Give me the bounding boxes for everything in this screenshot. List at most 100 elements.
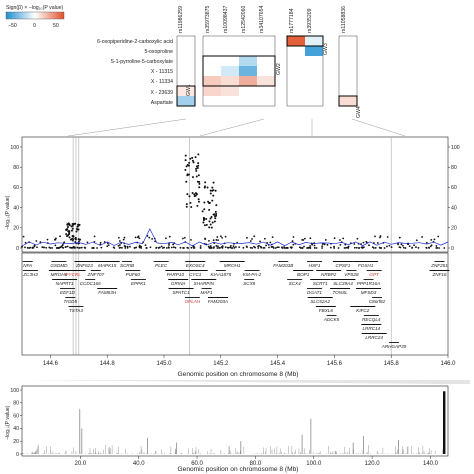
snp-point xyxy=(208,201,211,204)
snp-point xyxy=(75,228,78,231)
snp-point xyxy=(78,247,80,249)
snp-point xyxy=(148,236,151,239)
snp-point xyxy=(436,247,439,249)
y-tick-label: 60 xyxy=(13,185,19,191)
snp-point xyxy=(195,175,198,178)
heatmap-cell xyxy=(305,36,323,46)
snp-point xyxy=(55,237,57,240)
snp-point xyxy=(215,204,218,207)
y-tick-label: 0 xyxy=(16,246,19,252)
snp-point xyxy=(210,215,213,218)
snp-point xyxy=(283,246,285,248)
snp-point xyxy=(397,243,400,246)
snp-point xyxy=(346,246,349,249)
gene-label: RECQL4 xyxy=(362,317,381,322)
snp-point xyxy=(303,237,306,240)
chromosome-plot-frame xyxy=(21,385,449,457)
snp-point xyxy=(68,231,71,234)
snp-point xyxy=(117,236,120,239)
snp-point xyxy=(137,235,140,238)
heatmap-cell xyxy=(177,96,195,106)
snp-point xyxy=(353,243,356,245)
gene-label: SLC39A4 xyxy=(333,281,353,286)
snp-point xyxy=(119,244,121,246)
snp-point xyxy=(195,169,198,172)
gene-label: NFA xyxy=(23,263,32,268)
zoom-y-label: −log₁₀(P value) xyxy=(5,195,11,230)
snp-point xyxy=(277,246,280,249)
gene-label: ZNF707 xyxy=(87,272,105,277)
right-y-tick-label: 40 xyxy=(451,205,457,211)
column-label: rs10098437 xyxy=(223,5,229,33)
snp-point xyxy=(216,247,219,249)
heatmap-cell xyxy=(305,46,323,56)
snp-point xyxy=(290,247,293,249)
snp-point xyxy=(191,192,194,195)
snp-point xyxy=(54,244,57,247)
gene-label: SCRIB xyxy=(120,263,134,268)
row-label: S-1-pyrroline-5-carboxylate xyxy=(110,59,173,65)
snp-point xyxy=(303,245,305,248)
snp-point xyxy=(68,236,71,239)
gene-label: OPLAH xyxy=(185,299,201,304)
gene-label: LRRC14 xyxy=(363,326,381,331)
snp-point xyxy=(242,246,245,249)
snp-point xyxy=(425,241,428,244)
snp-point xyxy=(215,245,218,247)
zoom-x-label: Genomic position on chromosome 8 (Mb) xyxy=(178,371,299,378)
connector-lines xyxy=(67,118,406,137)
snp-point xyxy=(197,174,200,177)
snp-point xyxy=(107,244,110,247)
snp-point xyxy=(134,236,137,239)
snp-point xyxy=(204,181,207,184)
gene-label: FBXL6 xyxy=(319,308,333,313)
snp-point xyxy=(123,236,126,239)
gene-label: ARHGAP39 xyxy=(381,344,407,349)
snp-point xyxy=(59,235,61,238)
snp-point xyxy=(191,156,194,159)
gene-label: KM-PA-2 xyxy=(243,272,262,277)
heatmap-cell xyxy=(339,96,357,106)
snp-point xyxy=(186,173,189,176)
snp-point xyxy=(215,212,218,215)
snp-point xyxy=(203,185,206,188)
right-y-tick-label: 100 xyxy=(451,145,460,151)
row-label: X - 11315 xyxy=(151,69,173,75)
snp-point xyxy=(46,238,49,241)
snp-point xyxy=(259,240,261,243)
snp-point xyxy=(301,239,304,241)
gene-label: FOXH1 xyxy=(358,263,374,268)
snp-point xyxy=(356,237,359,240)
snp-point xyxy=(138,245,141,248)
snp-point xyxy=(238,246,241,249)
snp-point xyxy=(195,167,198,170)
snp-point xyxy=(188,195,191,198)
column-label: rs11058836 xyxy=(341,6,347,33)
snp-point xyxy=(271,245,274,248)
snp-point xyxy=(199,245,202,247)
snp-point xyxy=(362,241,365,244)
y-tick-label: 80 xyxy=(13,401,19,407)
snp-point xyxy=(133,247,136,249)
row-label: 5-oxoproline xyxy=(144,49,173,55)
snp-point xyxy=(291,240,294,242)
snp-point xyxy=(185,203,188,206)
snp-point xyxy=(201,210,204,213)
snp-point xyxy=(253,245,255,248)
snp-point xyxy=(428,246,430,249)
snp-point xyxy=(443,247,446,249)
snp-point xyxy=(92,247,95,249)
snp-point xyxy=(118,247,121,249)
snp-point xyxy=(383,247,386,249)
snp-point xyxy=(129,245,131,248)
snp-point xyxy=(208,208,211,211)
snp-point xyxy=(257,245,259,248)
snp-point xyxy=(205,223,208,226)
snp-point xyxy=(211,186,214,189)
row-label: 6-oxopiperidine-2-carboxylic acid xyxy=(97,39,173,45)
gene-label: PARP10 xyxy=(167,272,185,277)
snp-point xyxy=(32,246,35,249)
snp-point xyxy=(103,241,106,243)
heatmap-cell xyxy=(221,86,239,96)
snp-point xyxy=(402,246,405,249)
